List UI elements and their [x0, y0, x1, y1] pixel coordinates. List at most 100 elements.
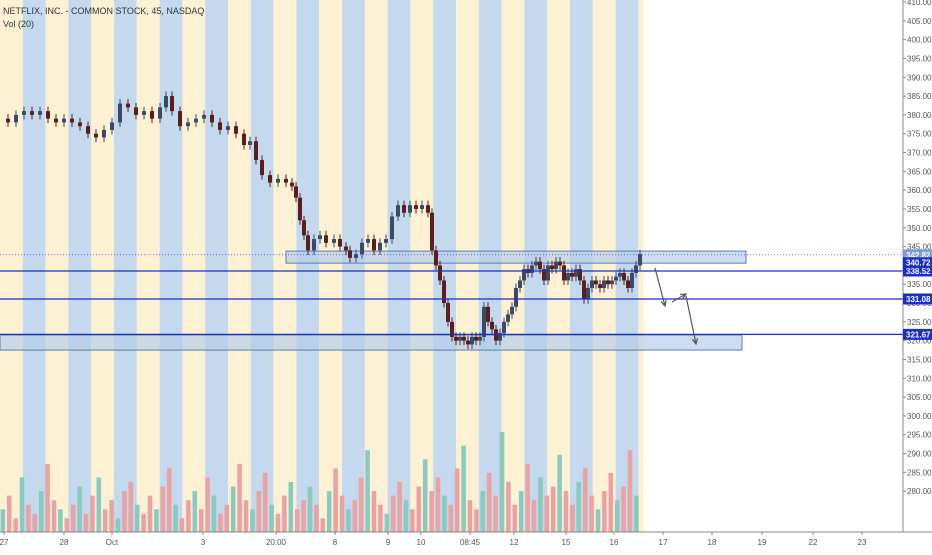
candle-body [534, 261, 538, 266]
session-band [228, 0, 251, 532]
session-band [296, 0, 320, 532]
candle-body [70, 118, 74, 123]
volume-bar [474, 509, 479, 532]
volume-bar [198, 509, 204, 532]
y-tick-label: 375.00 [907, 130, 932, 139]
candle-body [142, 111, 146, 115]
candle-body [126, 103, 130, 108]
arrow-head [660, 299, 667, 308]
volume-bar [160, 486, 166, 532]
volume-bar [256, 491, 262, 532]
candle-body [550, 265, 554, 270]
volume-bar [454, 468, 460, 532]
candle-body [384, 239, 388, 243]
candle-body [164, 96, 168, 108]
volume-bar [269, 504, 274, 532]
session-band [433, 0, 456, 532]
candle-body [454, 336, 458, 341]
volume-bar [499, 432, 505, 532]
y-tick-label: 335.00 [907, 280, 932, 289]
candle-body [344, 246, 348, 251]
volume-bar [26, 504, 31, 532]
y-tick-label: 280.00 [907, 487, 932, 496]
candle-body [538, 261, 542, 270]
price-label-text: 340.72 [906, 259, 931, 268]
session-band [0, 0, 23, 532]
candle-body [530, 265, 534, 273]
candle-body [78, 122, 82, 127]
candle-body [194, 118, 198, 123]
candle-body [372, 239, 376, 251]
candle-body [38, 111, 42, 115]
y-tick-label: 370.00 [907, 149, 932, 158]
candle-body [14, 114, 18, 123]
candle-body [218, 122, 222, 130]
candle-body [562, 265, 566, 281]
candle-body [226, 126, 230, 130]
volume-bar [461, 445, 466, 532]
price-label-text: 321.67 [906, 330, 931, 339]
volume-bar [147, 495, 153, 532]
volume-bar [262, 472, 268, 532]
candle-body [348, 250, 352, 258]
volume-bar [154, 509, 159, 532]
volume-bar [115, 518, 121, 532]
y-tick-label: 380.00 [907, 111, 932, 120]
volume-bar [429, 491, 434, 532]
candle-body [390, 216, 394, 240]
volume-bar [410, 509, 415, 532]
volume-bar [64, 518, 70, 532]
volume-bar [83, 513, 89, 532]
candle-body [514, 287, 518, 307]
session-band [456, 0, 479, 532]
candle-body [378, 242, 382, 251]
y-tick-label: 405.00 [907, 17, 932, 26]
candle-body [294, 186, 298, 198]
candle-body [426, 205, 430, 213]
session-band [136, 0, 160, 532]
volume-bar [58, 509, 63, 532]
volume-bar [576, 482, 582, 532]
candle-body [402, 205, 406, 213]
volume-bar [346, 509, 351, 532]
candle-body [506, 314, 510, 322]
volume-bar [19, 477, 25, 532]
x-tick-label: 22 [809, 538, 818, 547]
y-tick-label: 385.00 [907, 92, 932, 101]
price-label-box [903, 328, 932, 340]
session-band [342, 0, 365, 532]
candle-body [118, 103, 122, 123]
volume-bar [608, 472, 614, 532]
candle-body [598, 284, 602, 288]
candle-body [318, 235, 322, 240]
volume-bar [179, 518, 185, 532]
volume-bar [96, 477, 102, 532]
candle-body [586, 287, 590, 300]
session-band [159, 0, 183, 532]
volume-bar [506, 482, 511, 532]
volume-bar [397, 482, 402, 532]
y-tick-label: 300.00 [907, 412, 932, 421]
volume-bar [211, 495, 217, 532]
candle-body [254, 141, 258, 161]
candle-body [462, 336, 466, 341]
volume-bar [467, 500, 473, 532]
candle-body [248, 141, 252, 145]
chart-title: NETFLIX, INC. - COMMON STOCK, 45, NASDAQ [3, 6, 205, 16]
session-band [273, 0, 297, 532]
candle-body [490, 321, 494, 330]
volume-bar [557, 454, 562, 532]
x-tick-label: 10 [417, 538, 426, 547]
candle-body [186, 122, 190, 127]
candle-body [46, 111, 50, 119]
volume-bar [525, 463, 530, 532]
volume-bar [326, 491, 332, 532]
candle-body [522, 269, 526, 281]
candle-body [618, 272, 622, 277]
y-tick-label: 355.00 [907, 205, 932, 214]
candle-body [170, 96, 174, 112]
candle-body [434, 250, 438, 266]
volume-bar [333, 468, 338, 532]
candle-body [408, 205, 412, 213]
